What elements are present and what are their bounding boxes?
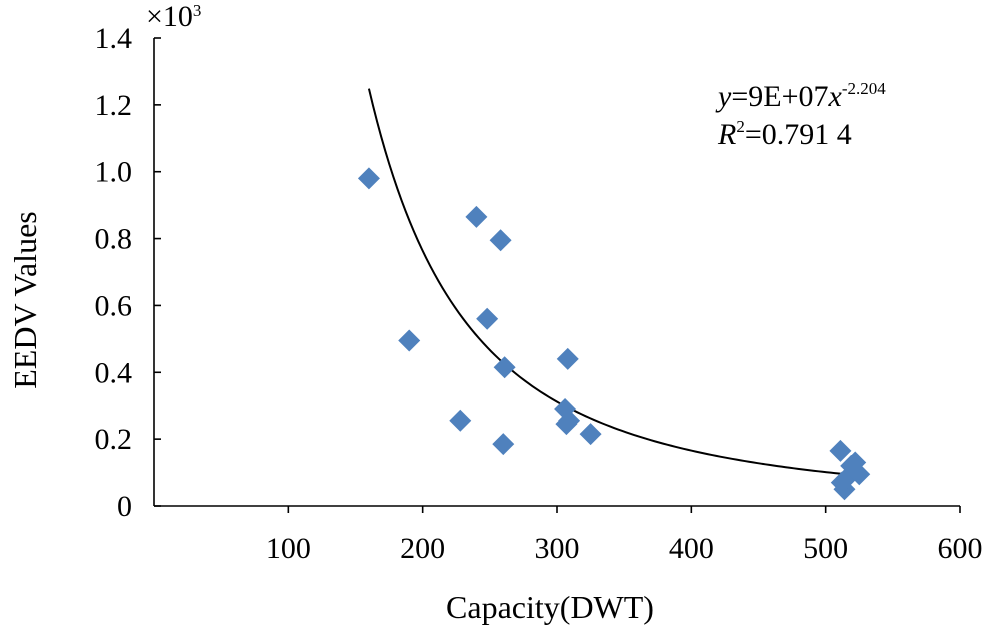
x-tick-label: 100 xyxy=(266,532,311,565)
data-point xyxy=(465,205,488,228)
y-tick-label: 1.0 xyxy=(95,156,133,189)
y-tick-label: 0.2 xyxy=(95,423,133,456)
data-point xyxy=(492,433,515,456)
data-point xyxy=(449,409,472,432)
y-tick-label: 0 xyxy=(117,490,132,523)
trendline xyxy=(367,88,860,477)
x-tick-label: 600 xyxy=(938,532,983,565)
y-tick-label: 0.4 xyxy=(95,356,133,389)
data-point xyxy=(476,307,499,330)
x-tick-label: 500 xyxy=(803,532,848,565)
x-tick-label: 200 xyxy=(400,532,445,565)
data-point xyxy=(829,439,852,462)
data-point xyxy=(357,167,380,190)
y-tick-label: 0.6 xyxy=(95,289,133,322)
y-tick-label: 1.4 xyxy=(95,22,133,55)
data-point xyxy=(579,423,602,446)
trendline-equation: y=9E+07x-2.204 xyxy=(715,79,886,113)
y-scale-multiplier: ×103 xyxy=(146,0,201,33)
data-point xyxy=(398,329,421,352)
y-axis-title: EEDV Values xyxy=(7,211,43,388)
y-tick-label: 1.2 xyxy=(95,89,133,122)
data-point xyxy=(558,409,581,432)
data-point xyxy=(848,463,871,486)
y-tick-label: 0.8 xyxy=(95,223,133,256)
r-squared-label: R2=0.791 4 xyxy=(717,117,852,151)
data-points xyxy=(357,167,871,501)
data-point xyxy=(493,356,516,379)
x-tick-label: 400 xyxy=(669,532,714,565)
x-axis-title: Capacity(DWT) xyxy=(446,589,654,625)
x-tick-label: 300 xyxy=(535,532,580,565)
chart-ticks: 0 0.2 0.4 0.6 0.8 1.0 1.2 1.4 100 200 300 400 500 600 xyxy=(95,22,983,565)
data-point xyxy=(489,229,512,252)
data-point xyxy=(556,347,579,370)
